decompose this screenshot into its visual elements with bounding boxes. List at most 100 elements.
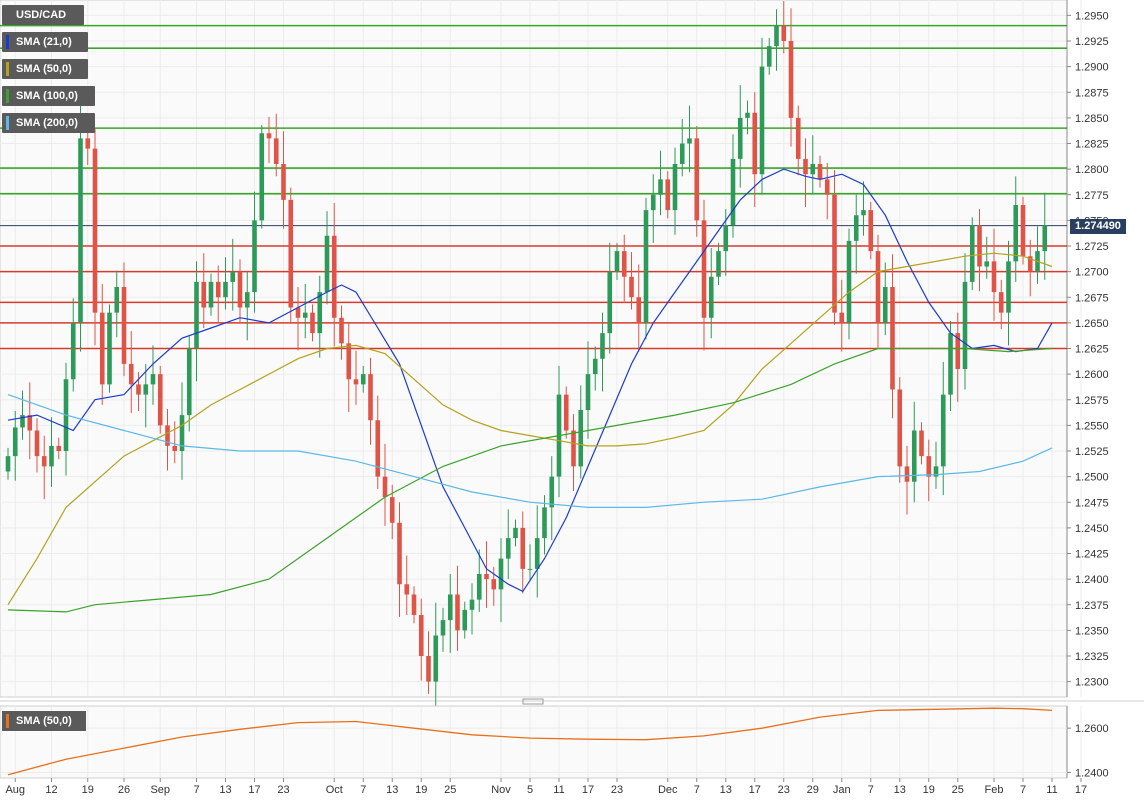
y-tick-label: 1.2925	[1075, 36, 1109, 48]
candle-body	[20, 415, 25, 428]
y-tick-label: 1.2600	[1075, 369, 1109, 381]
y-tick-label: 1.2325	[1075, 651, 1109, 663]
candle-body	[302, 312, 308, 318]
y-tick-label: 1.2825	[1075, 139, 1109, 151]
candle-body	[34, 430, 40, 457]
x-tick-label: 26	[118, 784, 130, 796]
legend-item-sma-100[interactable]: SMA (100,0)	[2, 86, 95, 106]
y-tick-label: 1.2550	[1075, 420, 1109, 432]
candle-body	[49, 445, 54, 467]
x-tick-label: 25	[444, 784, 456, 796]
candle-body	[795, 117, 801, 159]
candle-body	[194, 281, 199, 349]
candle-body	[273, 138, 279, 164]
candle-body	[810, 164, 816, 175]
candle-body	[505, 538, 511, 559]
legend-label: SMA (100,0)	[16, 90, 78, 102]
candle-body	[868, 210, 874, 252]
candle-body	[998, 292, 1004, 313]
x-tick-label: 17	[1075, 784, 1087, 796]
candle-body	[861, 210, 866, 216]
candle-body	[984, 261, 990, 267]
x-tick-label: 19	[82, 784, 94, 796]
legend-item-sma-21[interactable]: SMA (21,0)	[2, 32, 88, 52]
candle-body	[708, 276, 714, 318]
candle-body	[368, 374, 373, 421]
y-tick-label: 1.2675	[1075, 292, 1109, 304]
candle-body	[317, 292, 323, 334]
candle-body	[977, 225, 982, 267]
candle-body	[759, 66, 765, 175]
candle-body	[592, 358, 598, 375]
candle-body	[389, 497, 395, 523]
y-tick-label: 1.2950	[1075, 10, 1109, 22]
legend-item-sma-200[interactable]: SMA (200,0)	[2, 113, 95, 133]
legend-item-sma-50[interactable]: SMA (50,0)	[2, 59, 88, 79]
candle-body	[549, 476, 555, 508]
candle-body	[636, 297, 642, 323]
candle-body	[1027, 256, 1033, 272]
candle-body	[817, 164, 823, 180]
candle-body	[114, 287, 120, 313]
legend-swatch	[6, 35, 9, 49]
candle-body	[933, 466, 939, 477]
candle-body	[455, 594, 460, 631]
legend-swatch	[6, 116, 9, 130]
legend-label: USD/CAD	[16, 9, 67, 21]
y-tick-label: 1.2425	[1075, 549, 1109, 561]
x-tick-label: 19	[415, 784, 427, 796]
main-panel: 1.2950 1.2925 1.2900 1.2875 1.2850 1.2825 1.28…	[0, 0, 1144, 711]
legend-item-symbol[interactable]: USD/CAD	[2, 5, 84, 25]
candle-body	[542, 507, 547, 539]
candle-body	[846, 240, 852, 323]
y-tick-label: 1.2575	[1075, 395, 1109, 407]
candle-body	[353, 379, 359, 385]
y-tick-label: 1.2375	[1075, 600, 1109, 612]
candle-body	[839, 312, 845, 323]
legend-label: SMA (50,0)	[16, 715, 72, 727]
x-tick-label: 23	[611, 784, 623, 796]
candle-body	[853, 215, 859, 241]
candle-body	[5, 456, 11, 472]
candle-body	[252, 220, 257, 293]
legend-label: SMA (200,0)	[16, 117, 78, 129]
candle-body	[882, 287, 888, 323]
candle-body	[926, 456, 932, 477]
x-tick-label: 17	[749, 784, 761, 796]
candle-body	[687, 138, 692, 144]
candle-body	[172, 445, 178, 451]
x-tick-label: 7	[360, 784, 366, 796]
candle-body	[875, 251, 881, 323]
lower-legend-item-sma-50[interactable]: SMA (50,0)	[2, 711, 86, 731]
legend-swatch	[6, 89, 9, 103]
candle-body	[201, 281, 207, 308]
candle-body	[484, 574, 489, 580]
candle-body	[360, 374, 366, 385]
x-tick-label: 13	[894, 784, 906, 796]
candle-body	[433, 635, 439, 682]
candle-body	[99, 312, 105, 385]
candle-body	[1042, 225, 1048, 252]
x-tick-label: 7	[694, 784, 700, 796]
candle-body	[955, 333, 961, 369]
sma-line	[7, 347, 1053, 613]
candle-body	[288, 199, 294, 308]
candle-body	[513, 527, 518, 539]
candle-body	[824, 179, 830, 195]
candle-body	[766, 46, 772, 67]
y-tick-label: 1.2850	[1075, 113, 1109, 125]
y-tick-label: 1.2400	[1075, 574, 1109, 586]
y-tick-label: 1.2475	[1075, 497, 1109, 509]
y-tick-label: 1.2700	[1075, 267, 1109, 279]
lower-panel: Aug 12 19 26 Sep 7 13 17 23 Oct 7 13 19 25 Nov 5 11 17 23 D…	[0, 705, 1109, 796]
x-tick-label: 23	[778, 784, 790, 796]
candle-body	[208, 281, 214, 308]
candle-body	[404, 584, 410, 595]
candle-body	[1013, 205, 1019, 262]
candle-body	[230, 271, 236, 282]
y-tick-label: 1.2650	[1075, 318, 1109, 330]
y-tick-label: 1.2725	[1075, 241, 1109, 253]
candle-body	[621, 251, 627, 277]
candle-body	[375, 420, 381, 477]
legend-label: SMA (21,0)	[16, 36, 72, 48]
